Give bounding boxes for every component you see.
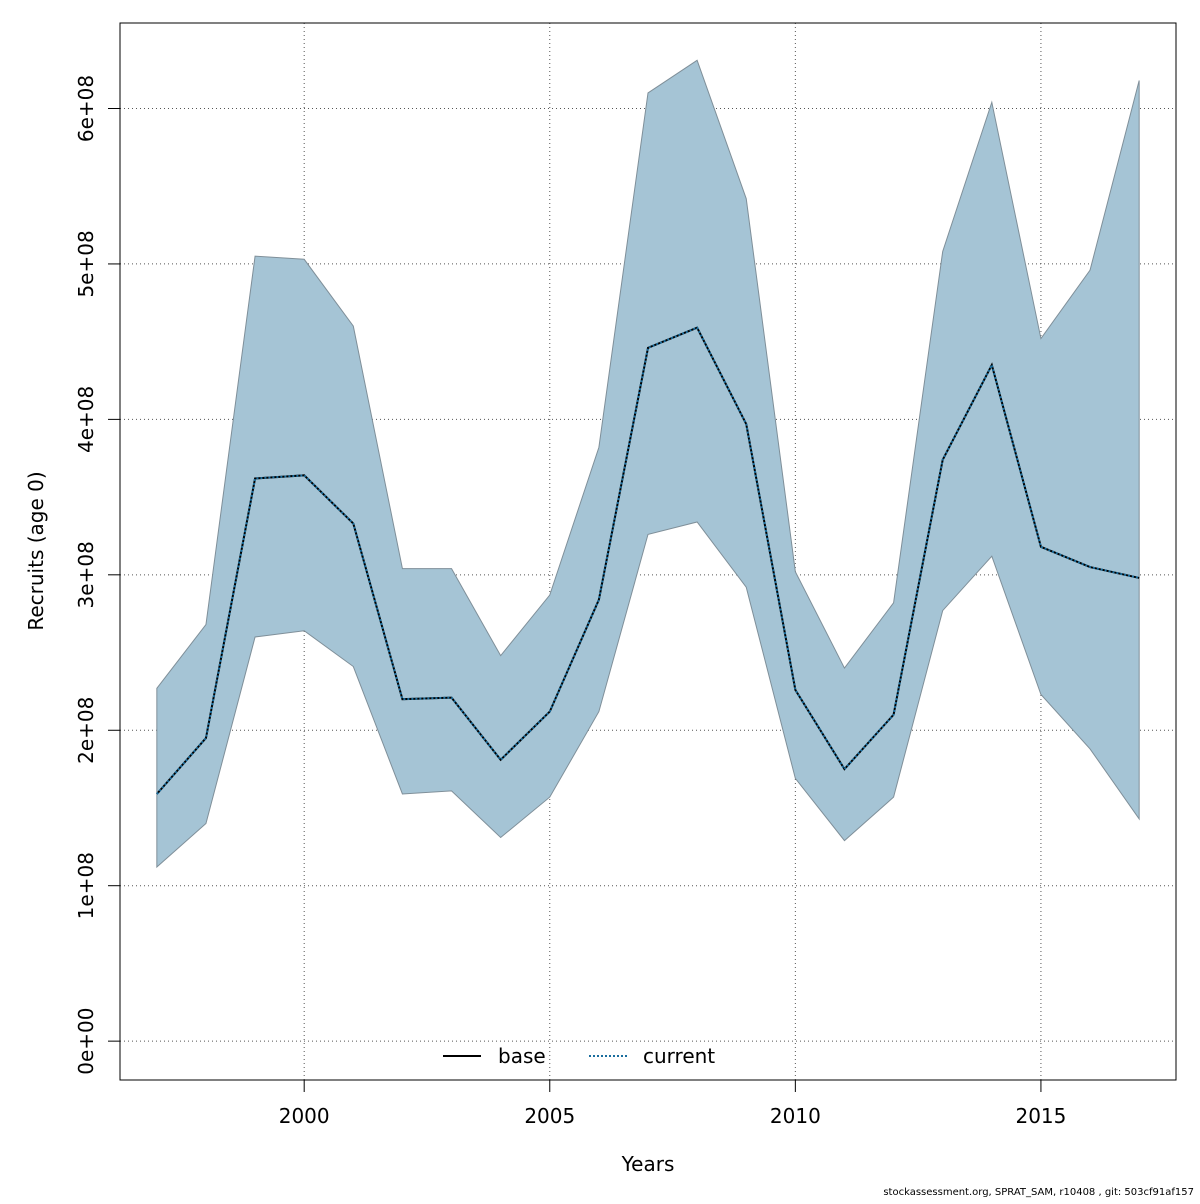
y-tick-label-2: 2e+08 [74, 697, 98, 764]
y-axis: 0e+00 1e+08 2e+08 3e+08 4e+08 5e+08 6e+08 [74, 75, 121, 1075]
footer-note: stockassessment.org, SPRAT_SAM, r10408 ,… [883, 1187, 1194, 1198]
x-tick-label-0: 2000 [279, 1104, 330, 1128]
x-axis-label: Years [621, 1152, 675, 1176]
confidence-band [156, 59, 1140, 869]
legend-label-base: base [498, 1044, 546, 1068]
y-axis-label: Recruits (age 0) [24, 471, 48, 630]
y-tick-label-0: 0e+00 [74, 1008, 98, 1075]
legend: base current [443, 1044, 715, 1068]
x-tick-label-3: 2015 [1015, 1104, 1066, 1128]
line-layer [156, 326, 1140, 795]
y-tick-label-5: 5e+08 [74, 230, 98, 297]
x-tick-label-1: 2005 [524, 1104, 575, 1128]
x-axis: 2000 2005 2010 2015 [279, 1079, 1066, 1128]
y-tick-label-4: 4e+08 [74, 386, 98, 453]
x-tick-label-2: 2010 [770, 1104, 821, 1128]
legend-label-current: current [643, 1044, 715, 1068]
y-tick-label-1: 1e+08 [74, 852, 98, 919]
band-layer [156, 59, 1140, 869]
series-line-base [156, 326, 1140, 795]
y-tick-label-3: 3e+08 [74, 541, 98, 608]
y-tick-label-6: 6e+08 [74, 75, 98, 142]
